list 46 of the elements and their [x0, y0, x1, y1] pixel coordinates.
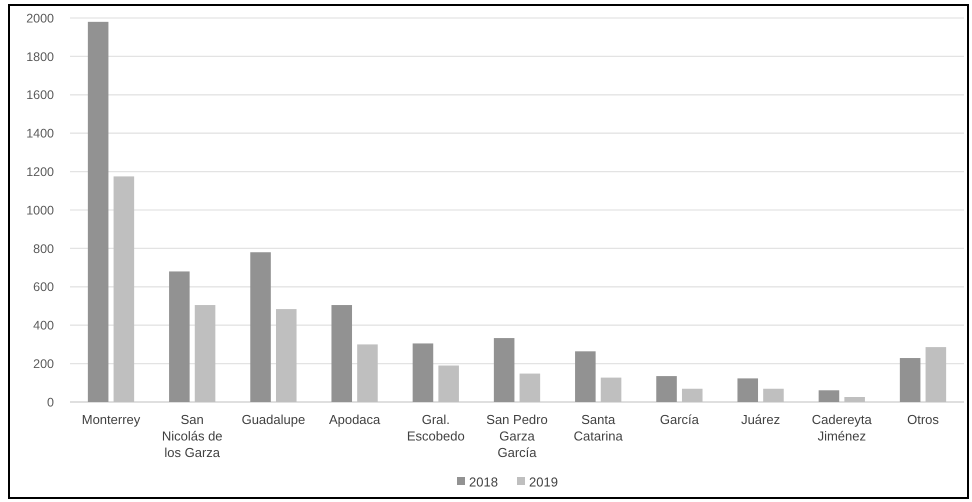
y-tick-label: 1200	[26, 164, 54, 179]
bar	[250, 252, 271, 402]
x-tick-label: Apodaca	[328, 412, 382, 427]
bar	[520, 374, 540, 402]
y-tick-label: 800	[33, 242, 54, 256]
y-tick-label: 1000	[26, 203, 54, 218]
x-tick-label: Juárez	[741, 412, 780, 427]
bar	[682, 388, 703, 402]
bar	[114, 176, 134, 402]
x-tick-label: Monterrey	[82, 412, 141, 427]
bar	[600, 378, 622, 402]
x-tick-label: García	[660, 412, 700, 427]
bar	[331, 305, 352, 402]
y-tick-label: 2000	[26, 11, 54, 26]
legend-label: 2019	[529, 474, 558, 490]
y-tick-label: 1800	[26, 50, 54, 64]
y-tick-label: 0	[47, 395, 54, 410]
x-tick-label: Cadereyta Jiménez	[812, 412, 873, 444]
y-tick-label: 1600	[26, 88, 54, 102]
bar	[438, 366, 459, 402]
legend-label: 2018	[469, 474, 498, 490]
bar	[169, 271, 190, 402]
bar	[194, 305, 216, 402]
y-tick-label: 1400	[26, 126, 54, 141]
x-tick-label: San Pedro Garza García	[486, 412, 548, 460]
bar	[900, 358, 920, 402]
y-tick-label: 400	[33, 318, 54, 333]
y-tick-label: 200	[33, 356, 54, 371]
bar	[88, 22, 108, 402]
bar	[276, 309, 297, 402]
bar	[656, 376, 677, 402]
x-tick-label: Gral. Escobedo	[406, 412, 465, 444]
y-tick-label: 600	[33, 280, 54, 294]
bar	[763, 388, 784, 402]
bar	[575, 351, 596, 402]
bar	[926, 347, 946, 402]
x-tick-label: Otros	[907, 412, 940, 427]
bar	[844, 397, 865, 402]
bar	[412, 343, 434, 402]
bar	[494, 338, 514, 402]
x-tick-label: Santa Catarina	[574, 412, 624, 444]
bar	[737, 378, 758, 402]
bar	[357, 344, 378, 402]
bar	[818, 390, 840, 402]
x-tick-label: San Nicolás de los Garza	[162, 412, 223, 460]
x-tick-label: Guadalupe	[242, 412, 306, 427]
